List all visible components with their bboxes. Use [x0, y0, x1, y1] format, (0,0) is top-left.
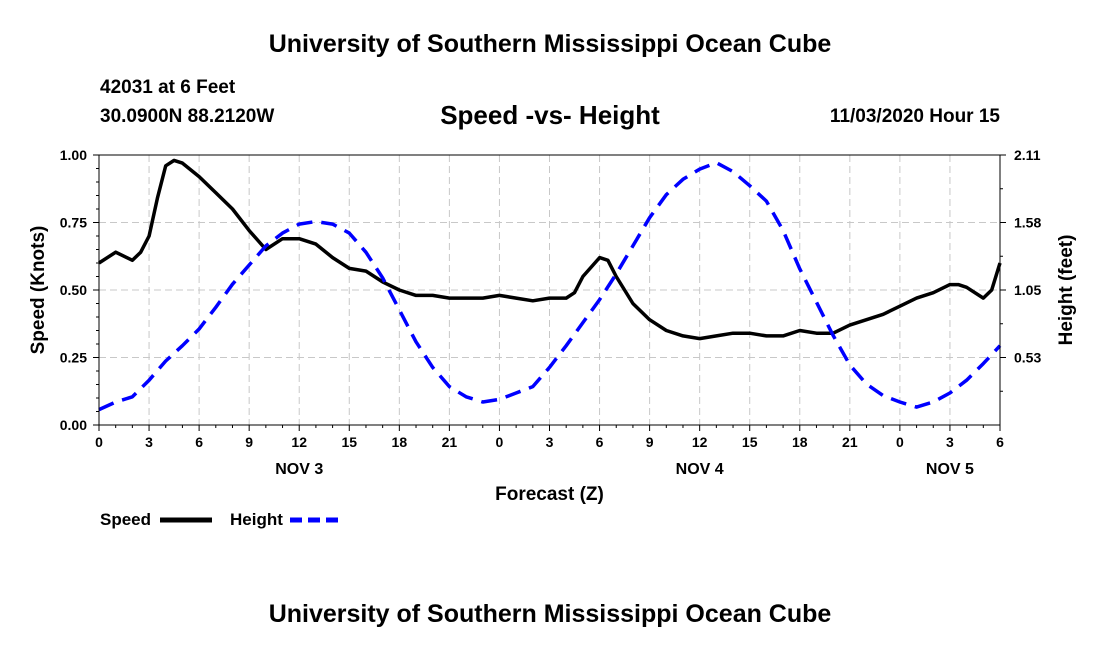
x-axis-label: Forecast (Z): [495, 484, 604, 505]
station-label: 42031 at 6 Feet: [100, 77, 236, 98]
y-left-tick-label: 0.75: [60, 215, 87, 231]
x-tick-label: 18: [392, 434, 408, 450]
x-tick-label: 9: [245, 434, 253, 450]
x-tick-label: 0: [496, 434, 504, 450]
axes: 0 3 6 9 12 15 18 21 0 3 6 9 12 15 18 21 0 3 6 0.00 0.25 0.50 0…: [60, 147, 1042, 478]
y-right-tick-label: 1.58: [1014, 215, 1041, 231]
x-tick-label: 12: [291, 434, 307, 450]
legend-speed-label: Speed: [100, 510, 151, 529]
x-tick-label: 18: [792, 434, 808, 450]
legend: Speed Height: [100, 510, 342, 529]
datetime-label: 11/03/2020 Hour 15: [829, 106, 1000, 127]
y-left-tick-label: 0.25: [60, 350, 87, 366]
date-label: NOV 3: [275, 461, 323, 478]
page-title: University of Southern Mississippi Ocean…: [268, 30, 832, 58]
x-tick-label: 21: [442, 434, 458, 450]
x-tick-label: 3: [145, 434, 153, 450]
series-lines: [98, 158, 1002, 412]
legend-height-label: Height: [230, 510, 283, 529]
y-axis-right-label: Height (feet): [1056, 235, 1077, 346]
footer-title: University of Southern Mississippi Ocean…: [268, 600, 832, 628]
y-right-tick-label: 1.05: [1014, 282, 1041, 298]
chart-title: Speed -vs- Height: [440, 100, 660, 130]
x-tick-label: 3: [546, 434, 554, 450]
y-left-tick-label: 1.00: [60, 147, 87, 163]
x-tick-label: 6: [195, 434, 203, 450]
x-tick-label: 6: [596, 434, 604, 450]
date-label: NOV 5: [926, 461, 974, 478]
height-line: [98, 160, 1002, 412]
x-tick-label: 15: [742, 434, 758, 450]
x-tick-label: 12: [692, 434, 708, 450]
grid-lines: [99, 155, 1000, 425]
y-left-tick-label: 0.50: [60, 282, 87, 298]
date-label: NOV 4: [676, 461, 724, 478]
y-left-tick-label: 0.00: [60, 417, 87, 433]
y-right-tick-label: 0.53: [1014, 350, 1041, 366]
x-tick-label: 6: [996, 434, 1004, 450]
x-tick-label: 3: [946, 434, 954, 450]
speed-line: [98, 158, 1002, 341]
x-tick-label: 9: [646, 434, 654, 450]
x-tick-label: 21: [842, 434, 858, 450]
x-tick-label: 0: [896, 434, 904, 450]
y-axis-left-label: Speed (Knots): [28, 226, 49, 355]
y-right-tick-label: 2.11: [1014, 147, 1041, 163]
coordinates-label: 30.0900N 88.2120W: [100, 106, 275, 127]
x-tick-label: 15: [341, 434, 357, 450]
x-tick-label: 0: [95, 434, 103, 450]
